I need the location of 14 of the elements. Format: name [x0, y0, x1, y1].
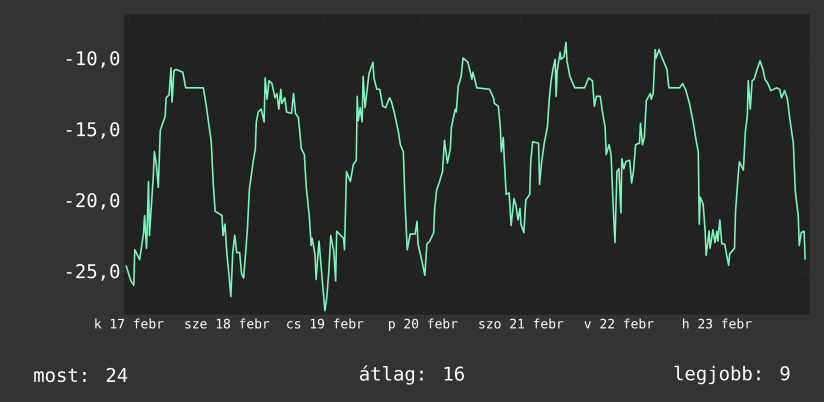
x-tick-label: cs 19 febr [287, 318, 364, 329]
y-tick-label: -25,0 [66, 264, 120, 281]
x-tick-label: p 20 febr [389, 318, 458, 332]
x-tick-label: v 22 febr [584, 318, 654, 329]
text: most: 24 [34, 368, 128, 382]
x-tick-label: sze 18 febr [185, 318, 270, 329]
x-tick-label: h 23 febr [683, 318, 752, 329]
x-tick-label: szo 21 febr [479, 318, 564, 329]
y-tick-label: -15,0 [66, 122, 120, 139]
text: átlag: 16 [360, 365, 464, 385]
y-tick-label: -10,0 [66, 51, 120, 68]
text: legjobb: 9 [674, 366, 790, 384]
x-tick-label: k 17 febr [95, 318, 164, 329]
y-tick-label: -20,0 [66, 193, 120, 210]
